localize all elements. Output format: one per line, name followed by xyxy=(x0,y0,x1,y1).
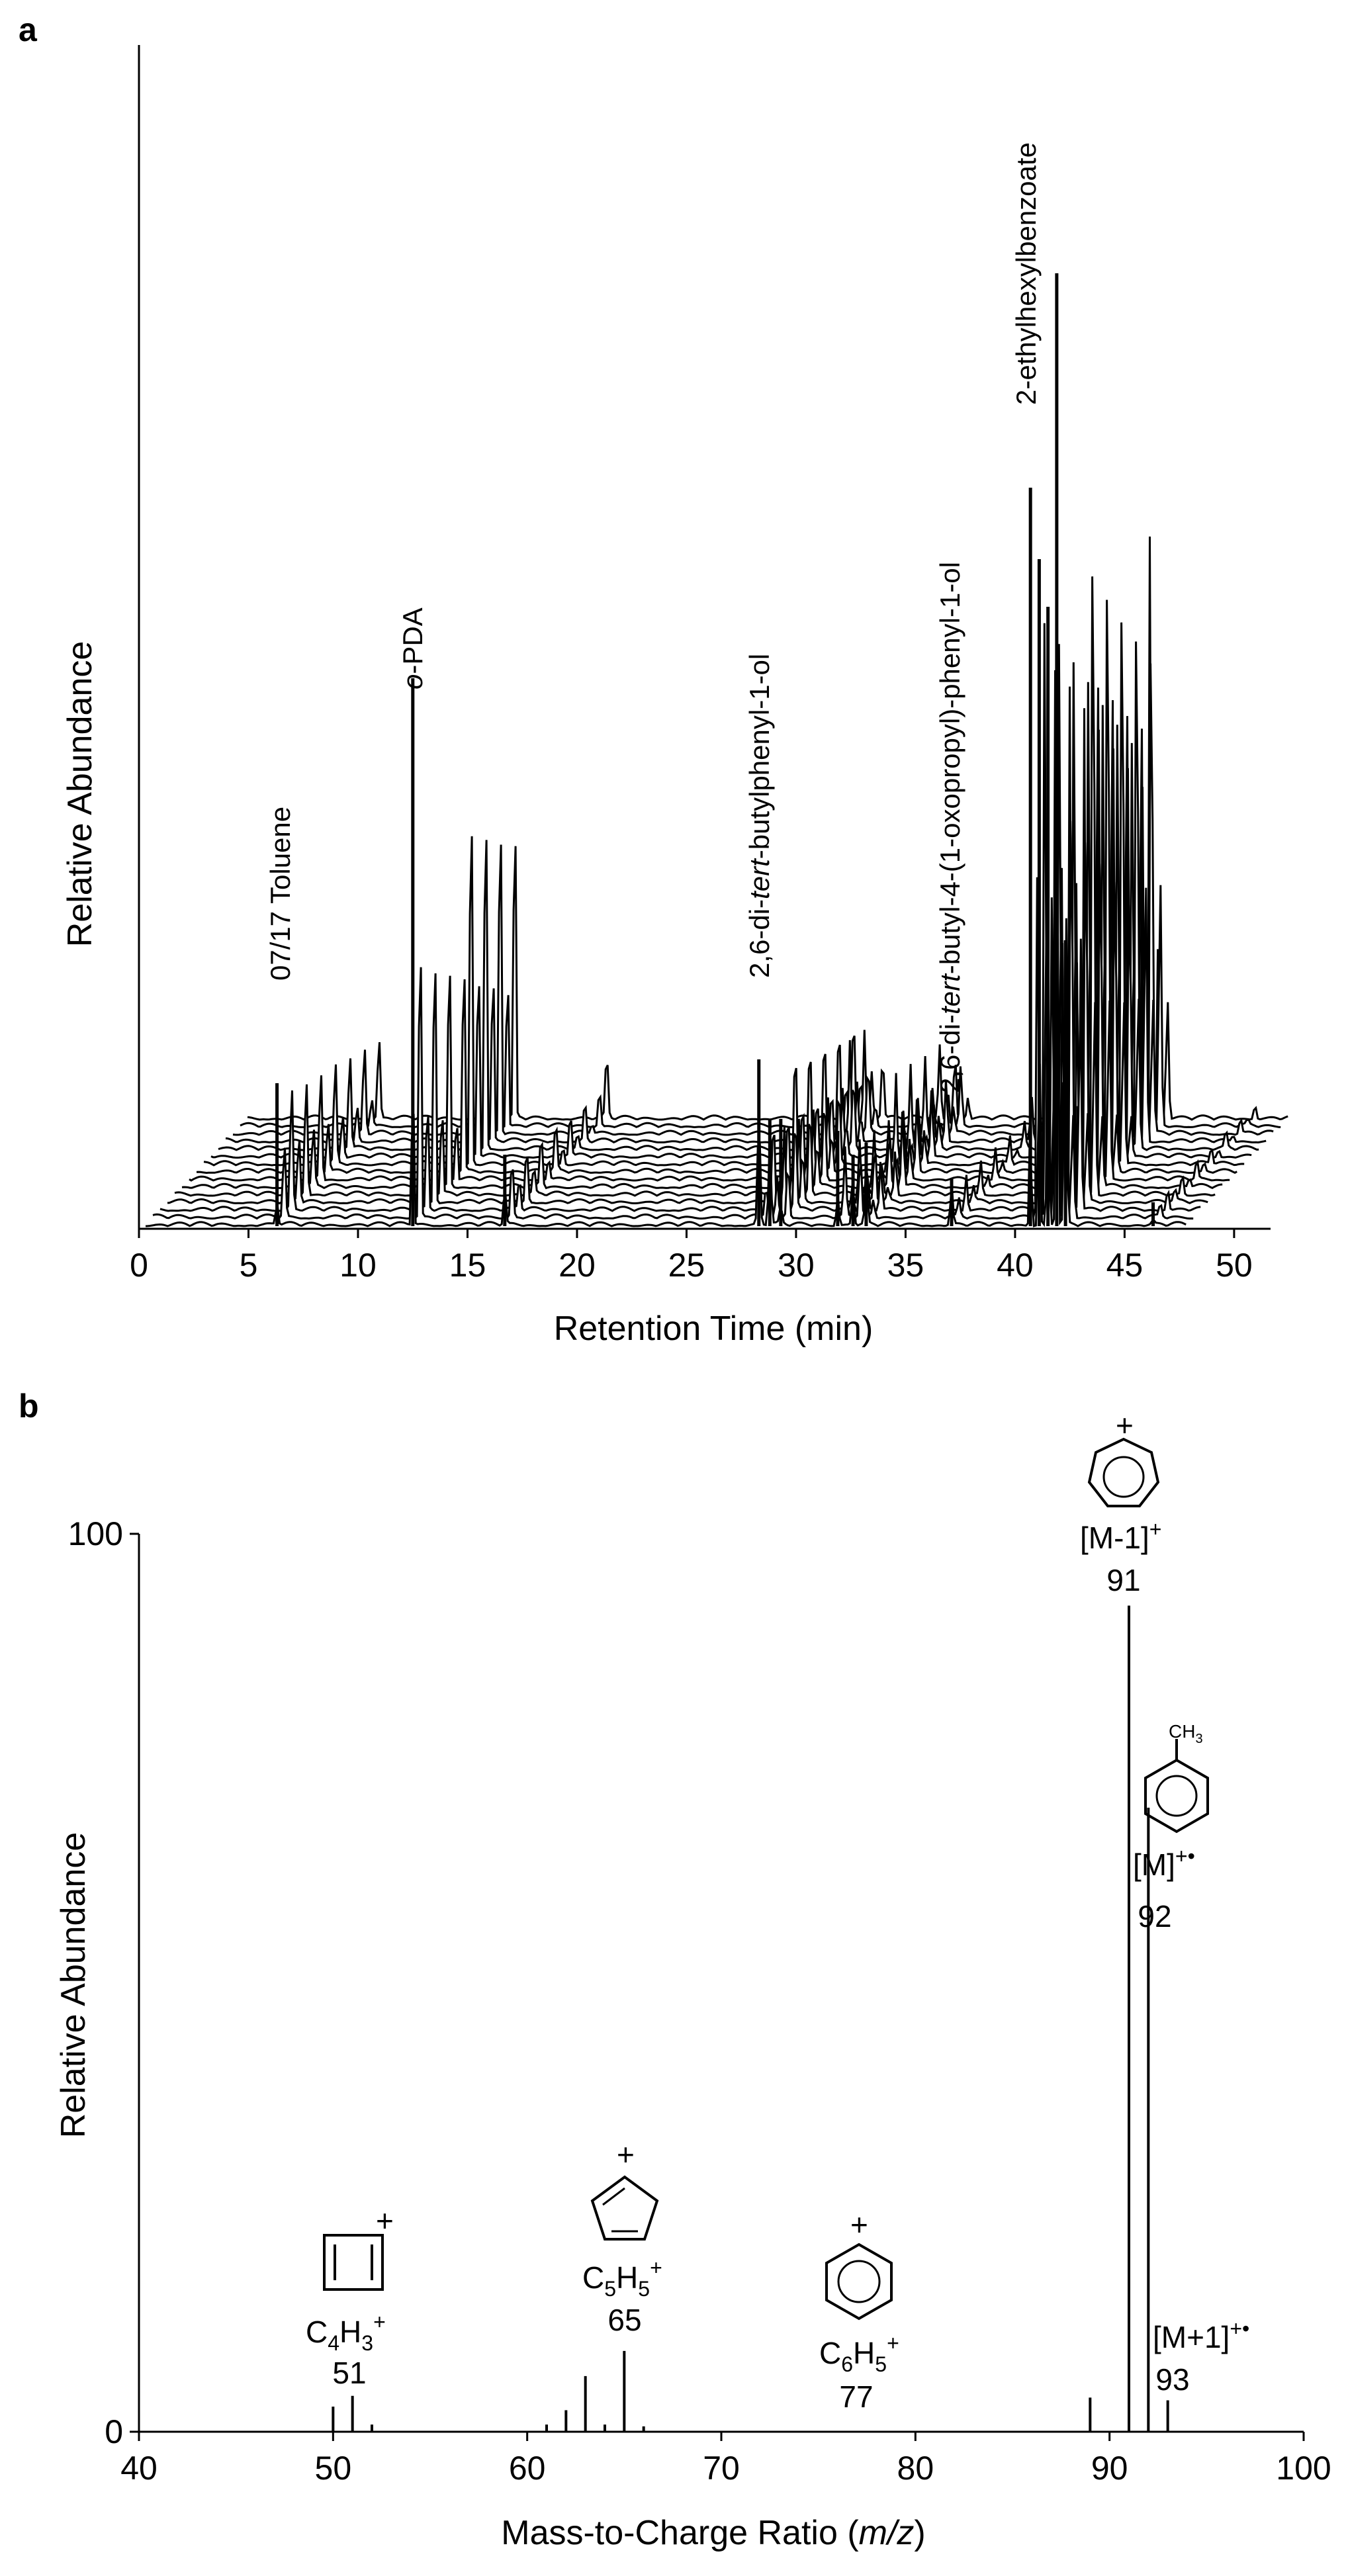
panel-b-x-tick-label: 70 xyxy=(703,2450,740,2487)
mz-value-92: 92 xyxy=(1138,1899,1171,1933)
annotation-65: + C5H5+ 65 xyxy=(582,2137,662,2337)
panel-b-x-tick-label: 50 xyxy=(315,2450,352,2487)
panel-b-ticks: 40 50 60 70 80 90 100 0 100 xyxy=(68,1515,1331,2487)
annotation-92: CH3 [M]+• 92 xyxy=(1133,1721,1209,1933)
panel-a-x-tick-label: 25 xyxy=(668,1247,705,1284)
annotation-93: [M+1]+• 93 xyxy=(1153,2317,1249,2397)
panel-b-x-tick-label: 40 xyxy=(120,2450,157,2487)
mz-value-51: 51 xyxy=(332,2356,366,2390)
peak-label-di-tert-butylphenol: 2,6-di-tert-butylphenyl-1-ol xyxy=(744,654,775,978)
ion-label-93: [M+1]+• xyxy=(1153,2317,1249,2354)
panel-a-x-tick-label: 45 xyxy=(1106,1247,1144,1284)
formula-65: C5H5+ xyxy=(582,2256,662,2301)
chromatogram-trace xyxy=(152,670,1194,1220)
mz-value-77: 77 xyxy=(839,2379,873,2414)
panel-b-x-tick-label: 90 xyxy=(1091,2450,1128,2487)
chromatogram-trace xyxy=(159,623,1201,1214)
panel-b-x-tick-label: 100 xyxy=(1276,2450,1331,2487)
formula-51: C4H3+ xyxy=(306,2310,386,2355)
ion-label-91: [M-1]+ xyxy=(1080,1517,1161,1555)
ring-charge-65: + xyxy=(617,2137,635,2172)
ion-label-92: [M]+• xyxy=(1133,1844,1195,1882)
panel-a-x-tick-label: 10 xyxy=(339,1247,377,1284)
cyclobutadiene-structure-icon xyxy=(323,2234,384,2291)
annotation-77: + C6H5+ 77 xyxy=(819,2207,899,2414)
methyl-label: CH3 xyxy=(1169,1721,1203,1746)
cyclopentadienyl-structure-icon xyxy=(590,2175,659,2241)
peak-label-ethylhexylbenzoate: 2-ethylhexylbenzoate xyxy=(1010,142,1042,405)
panel-a-x-tick-label: 0 xyxy=(130,1247,148,1284)
annotation-51: + C4H3+ 51 xyxy=(306,2203,394,2390)
formula-77: C6H5+ xyxy=(819,2331,899,2376)
panel-b-x-axis-title: Mass-to-Charge Ratio (m/z) xyxy=(501,2514,925,2552)
panel-a-letter: a xyxy=(19,11,38,48)
panel-b-x-tick-label: 60 xyxy=(509,2450,546,2487)
panel-b-x-tick-label: 80 xyxy=(897,2450,934,2487)
mz-value-65: 65 xyxy=(607,2303,641,2337)
annotation-91: + [M-1]+ 91 xyxy=(1080,1408,1161,1597)
panel-b-y-tick-label: 0 xyxy=(105,2413,123,2450)
panel-b-y-tick-label: 100 xyxy=(68,1515,123,1552)
panel-b: b 40 50 60 70 80 90 100 0 100 Mass-to-Charge Rat… xyxy=(19,1388,1331,2552)
panel-a: a 0 5 10 15 20 25 30 35 40 45 50 Retention Time (m… xyxy=(19,11,1288,1348)
panel-a-x-tick-label: 35 xyxy=(887,1247,924,1284)
ring-charge-91: + xyxy=(1116,1408,1134,1443)
panel-a-x-tick-label: 15 xyxy=(449,1247,486,1284)
panel-a-x-tick-label: 50 xyxy=(1216,1247,1253,1284)
panel-a-y-axis-title: Relative Abundance xyxy=(61,641,99,948)
panel-a-x-tick-label: 5 xyxy=(240,1247,258,1284)
panel-a-x-axis-title: Retention Time (min) xyxy=(554,1310,874,1348)
panel-a-peak-labels: 07/17 Toluene o-PDA 2,6-di-tert-butylphe… xyxy=(265,142,1042,1093)
chromatogram-traces xyxy=(145,273,1288,1227)
mass-spectrum-bars xyxy=(332,1605,1169,2432)
panel-b-y-axis-title: Relative Abundance xyxy=(54,1832,93,2139)
mz-value-91: 91 xyxy=(1106,1563,1140,1597)
panel-a-x-tick-label: 20 xyxy=(559,1247,596,1284)
chromatogram-trace xyxy=(145,800,1187,1227)
panel-a-x-tick-label: 40 xyxy=(997,1247,1034,1284)
mz-value-93: 93 xyxy=(1155,2362,1189,2397)
panel-a-x-tick-label: 30 xyxy=(778,1247,815,1284)
peak-label-oxopropyl-phenol: 2,6-di-tert-butyl-4-(1-oxopropyl)-phenyl… xyxy=(934,562,965,1093)
panel-b-letter: b xyxy=(19,1388,39,1425)
ring-charge-77: + xyxy=(850,2207,868,2242)
tropylium-structure-icon xyxy=(1087,1437,1160,1507)
peak-label-toluene: 07/17 Toluene xyxy=(265,807,296,981)
panel-a-x-ticks: 0 5 10 15 20 25 30 35 40 45 50 xyxy=(130,1229,1253,1284)
phenyl-cation-structure-icon xyxy=(825,2243,893,2321)
toluene-structure-icon xyxy=(1144,1739,1209,1834)
peak-label-o-pda: o-PDA xyxy=(397,607,428,689)
ring-charge-51: + xyxy=(376,2203,394,2238)
